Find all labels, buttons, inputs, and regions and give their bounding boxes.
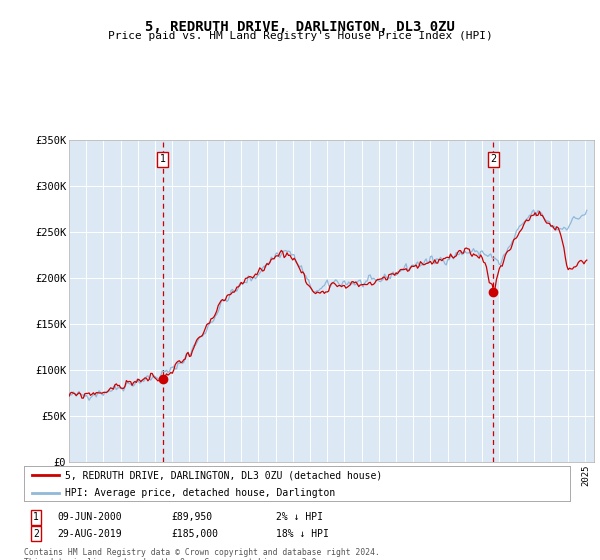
Text: 09-JUN-2000: 09-JUN-2000: [57, 512, 122, 522]
Text: Contains HM Land Registry data © Crown copyright and database right 2024.
This d: Contains HM Land Registry data © Crown c…: [24, 548, 380, 560]
Text: 2: 2: [33, 529, 39, 539]
Text: 2: 2: [490, 155, 497, 164]
Text: 5, REDRUTH DRIVE, DARLINGTON, DL3 0ZU: 5, REDRUTH DRIVE, DARLINGTON, DL3 0ZU: [145, 20, 455, 34]
Text: HPI: Average price, detached house, Darlington: HPI: Average price, detached house, Darl…: [65, 488, 335, 497]
Text: 1: 1: [160, 155, 166, 164]
Text: 29-AUG-2019: 29-AUG-2019: [57, 529, 122, 539]
Text: £185,000: £185,000: [171, 529, 218, 539]
Text: £89,950: £89,950: [171, 512, 212, 522]
Text: 5, REDRUTH DRIVE, DARLINGTON, DL3 0ZU (detached house): 5, REDRUTH DRIVE, DARLINGTON, DL3 0ZU (d…: [65, 470, 382, 480]
Text: 18% ↓ HPI: 18% ↓ HPI: [276, 529, 329, 539]
Text: Price paid vs. HM Land Registry's House Price Index (HPI): Price paid vs. HM Land Registry's House …: [107, 31, 493, 41]
Text: 1: 1: [33, 512, 39, 522]
Text: 2% ↓ HPI: 2% ↓ HPI: [276, 512, 323, 522]
